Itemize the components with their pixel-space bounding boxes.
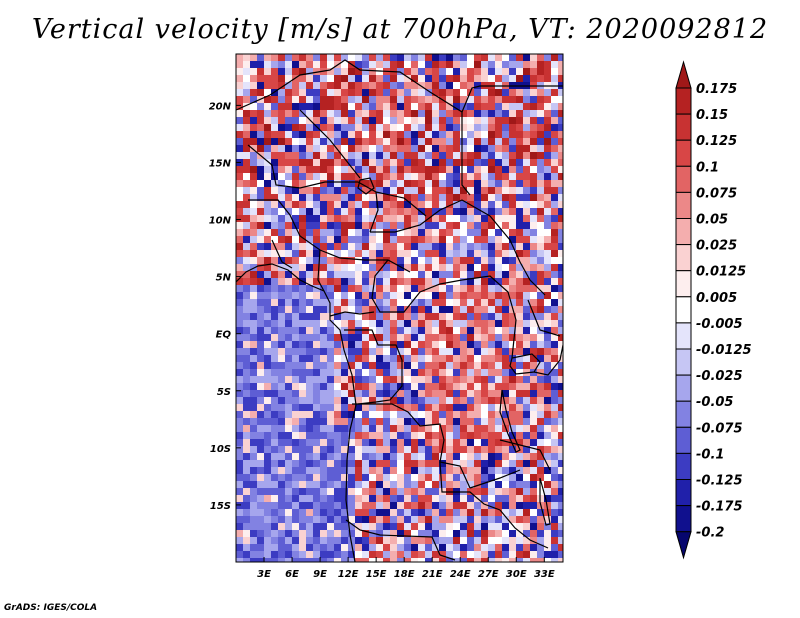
colorbar-segment (675, 322, 692, 350)
map-frame (235, 53, 564, 563)
x-tick-label: 30E (506, 569, 527, 580)
colorbar-label: 0.125 (696, 134, 737, 149)
colorbar-segment (675, 270, 692, 298)
x-tick-label: 3E (257, 569, 271, 580)
y-tick-label: 10S (210, 444, 231, 455)
velocity-field (236, 54, 563, 562)
border (352, 403, 471, 489)
colorbar-segment (675, 348, 692, 376)
y-tick-label: 15S (210, 501, 231, 512)
map-axes: 3E 6E 9E 12E 15E 18E 21E 24E 27E 30E 33E 20N 15N 10N 5… (209, 101, 555, 580)
colorbar-label: -0.005 (696, 317, 743, 332)
colorbar-label: -0.0125 (696, 343, 752, 358)
colorbar-segment (675, 165, 692, 193)
border (370, 199, 546, 296)
x-tick-label: 9E (313, 569, 327, 580)
colorbar-segment (675, 113, 692, 141)
border (299, 109, 361, 179)
border (317, 249, 325, 292)
colorbar-segment (675, 191, 692, 219)
colorbar-segment (675, 505, 692, 533)
colorbar-label: 0.0125 (696, 265, 746, 280)
colorbar-label: 0.15 (696, 108, 728, 123)
colorbar-segment (675, 87, 692, 115)
colorbar-segment (675, 400, 692, 428)
border (533, 344, 563, 376)
border (236, 59, 471, 196)
border (345, 519, 456, 561)
colorbar-segment (675, 296, 692, 324)
border (371, 259, 517, 359)
colorbar-segment (675, 218, 692, 246)
x-tick-label: 12E (338, 569, 359, 580)
africa-coastline (236, 263, 357, 562)
colorbar-segment (675, 244, 692, 272)
colorbar-label: -0.2 (696, 526, 724, 541)
colorbar-label: 0.005 (696, 291, 737, 306)
y-tick-label: 5S (217, 387, 231, 398)
colorbar-segment (675, 374, 692, 402)
colorbar-label: 0.1 (696, 160, 719, 175)
colorbar-label: -0.125 (696, 474, 743, 489)
x-tick-label: 27E (478, 569, 499, 580)
y-tick-label: 15N (209, 158, 232, 169)
colorbar-segment (675, 479, 692, 507)
colorbar-label: -0.175 (696, 500, 743, 515)
x-tick-label: 15E (366, 569, 387, 580)
country-borders (236, 59, 563, 562)
colorbar-segment (675, 452, 692, 480)
border (344, 329, 403, 361)
y-tick-label: 20N (209, 101, 232, 112)
colorbar-label: -0.05 (696, 395, 733, 410)
colorbar-label: -0.075 (696, 421, 743, 436)
x-tick-label: 21E (422, 569, 443, 580)
x-tick-label: 6E (285, 569, 299, 580)
map-title: Vertical velocity [m/s] at 700hPa, VT: 2… (31, 14, 769, 45)
colorbar-label: 0.075 (696, 186, 737, 201)
border (357, 360, 403, 405)
y-tick-label: 5N (216, 273, 232, 284)
border (469, 469, 521, 489)
colorbar-label: -0.025 (696, 369, 743, 384)
grads-credit: GrADS: IGES/COLA (4, 603, 98, 613)
colorbar-label: 0.175 (696, 82, 737, 97)
x-tick-label: 18E (394, 569, 415, 580)
border (461, 85, 563, 113)
x-tick-label: 24E (450, 569, 471, 580)
colorbar-label: 0.05 (696, 213, 728, 228)
y-tick-label: EQ (216, 330, 232, 341)
border (439, 461, 549, 549)
colorbar: 0.175 0.15 0.125 0.1 0.075 0.05 0.025 0.0125 0.0… (675, 60, 752, 560)
lake-chad (357, 177, 375, 195)
lake-tanganyika (499, 389, 521, 453)
colorbar-segment (675, 531, 692, 560)
border (247, 144, 379, 233)
border (527, 299, 561, 337)
lake-malawi (539, 477, 551, 526)
colorbar-label: -0.1 (696, 447, 724, 462)
border (271, 239, 293, 269)
x-tick-label: 33E (534, 569, 555, 580)
colorbar-segment (675, 426, 692, 454)
colorbar-label: 0.025 (696, 239, 737, 254)
border (375, 191, 427, 217)
border (499, 439, 551, 471)
y-tick-label: 10N (209, 216, 232, 227)
colorbar-segment (675, 139, 692, 167)
colorbar-segment (675, 60, 692, 89)
border (329, 311, 375, 317)
